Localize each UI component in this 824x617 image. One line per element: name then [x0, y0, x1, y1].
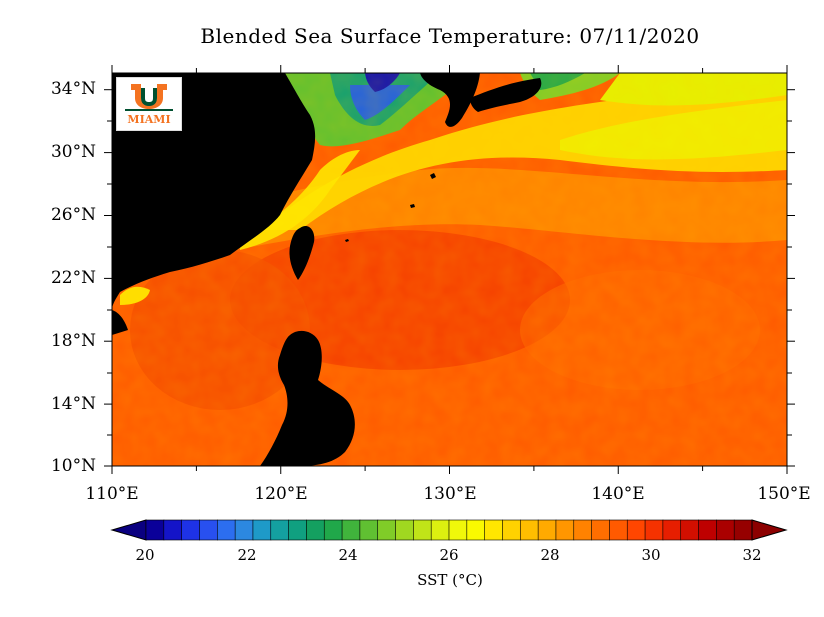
colorbar-swatch — [252, 519, 272, 541]
colorbar-swatch — [377, 519, 397, 541]
colorbar — [110, 519, 788, 541]
university-logo: MIAMI — [116, 77, 182, 131]
lon-label-140: 140°E — [591, 484, 645, 504]
colorbar-swatch — [733, 519, 753, 541]
colorbar-under-arrow — [110, 519, 147, 541]
colorbar-swatch — [181, 519, 200, 541]
colorbar-tick-24: 24 — [338, 546, 358, 564]
colorbar-swatch — [662, 519, 682, 541]
colorbar-tick-32: 32 — [742, 546, 762, 564]
lat-label-22: 22°N — [50, 268, 96, 288]
colorbar-swatch — [145, 519, 165, 541]
colorbar-swatch — [591, 519, 610, 541]
lon-label-110: 110°E — [85, 484, 139, 504]
colorbar-swatch — [395, 519, 414, 541]
lat-label-18: 18°N — [50, 331, 96, 351]
colorbar-swatch — [306, 519, 325, 541]
logo-text: MIAMI — [127, 113, 171, 126]
lat-label-26: 26°N — [50, 205, 96, 225]
taiwan-island — [289, 225, 315, 280]
lat-label-10: 10°N — [50, 456, 96, 476]
colorbar-swatch — [502, 519, 521, 541]
colorbar-tick-20: 20 — [135, 546, 155, 564]
colorbar-swatch — [234, 519, 254, 541]
map-title: Blended Sea Surface Temperature: 07/11/2… — [200, 24, 700, 48]
lat-label-14: 14°N — [50, 394, 96, 414]
japan-honshu-shikoku — [470, 78, 542, 112]
mainland-china-landmass — [112, 73, 316, 310]
axis-ticks — [104, 65, 795, 474]
colorbar-tick-30: 30 — [641, 546, 661, 564]
lon-label-120: 120°E — [254, 484, 308, 504]
colorbar-swatch — [270, 519, 290, 541]
colorbar-swatch — [716, 519, 735, 541]
colorbar-swatch — [537, 519, 557, 541]
lon-label-150: 150°E — [757, 484, 811, 504]
colorbar-over-arrow — [751, 519, 788, 541]
colorbar-swatch — [644, 519, 664, 541]
korea-kyushu-land — [420, 73, 480, 127]
colorbar-title: SST (°C) — [417, 571, 483, 589]
colorbar-swatch — [555, 519, 575, 541]
colorbar-swatch — [466, 519, 486, 541]
colorbar-swatch — [680, 519, 700, 541]
colorbar-tick-22: 22 — [237, 546, 257, 564]
u-logo-icon — [131, 84, 167, 109]
colorbar-swatch — [484, 519, 503, 541]
colorbar-swatch — [448, 519, 468, 541]
colorbar-tick-28: 28 — [540, 546, 560, 564]
colorbar-swatch — [698, 519, 717, 541]
lon-label-130: 130°E — [423, 484, 477, 504]
lat-label-30: 30°N — [50, 142, 96, 162]
colorbar-swatch — [216, 519, 236, 541]
map-plot-area — [112, 73, 787, 466]
colorbar-swatch — [288, 519, 307, 541]
colorbar-swatch — [626, 519, 646, 541]
colorbar-swatch — [519, 519, 539, 541]
philippines-landmass — [260, 330, 355, 466]
colorbar-swatch — [163, 519, 183, 541]
colorbar-swatch — [609, 519, 628, 541]
colorbar-tick-26: 26 — [439, 546, 459, 564]
colorbar-swatch — [413, 519, 432, 541]
hainan-vietnam-land — [112, 310, 128, 335]
colorbar-swatch — [430, 519, 450, 541]
colorbar-swatch — [359, 519, 379, 541]
lat-label-34: 34°N — [50, 79, 96, 99]
colorbar-swatch — [341, 519, 361, 541]
colorbar-swatch — [323, 519, 343, 541]
colorbar-swatch — [199, 519, 218, 541]
colorbar-swatch — [573, 519, 593, 541]
